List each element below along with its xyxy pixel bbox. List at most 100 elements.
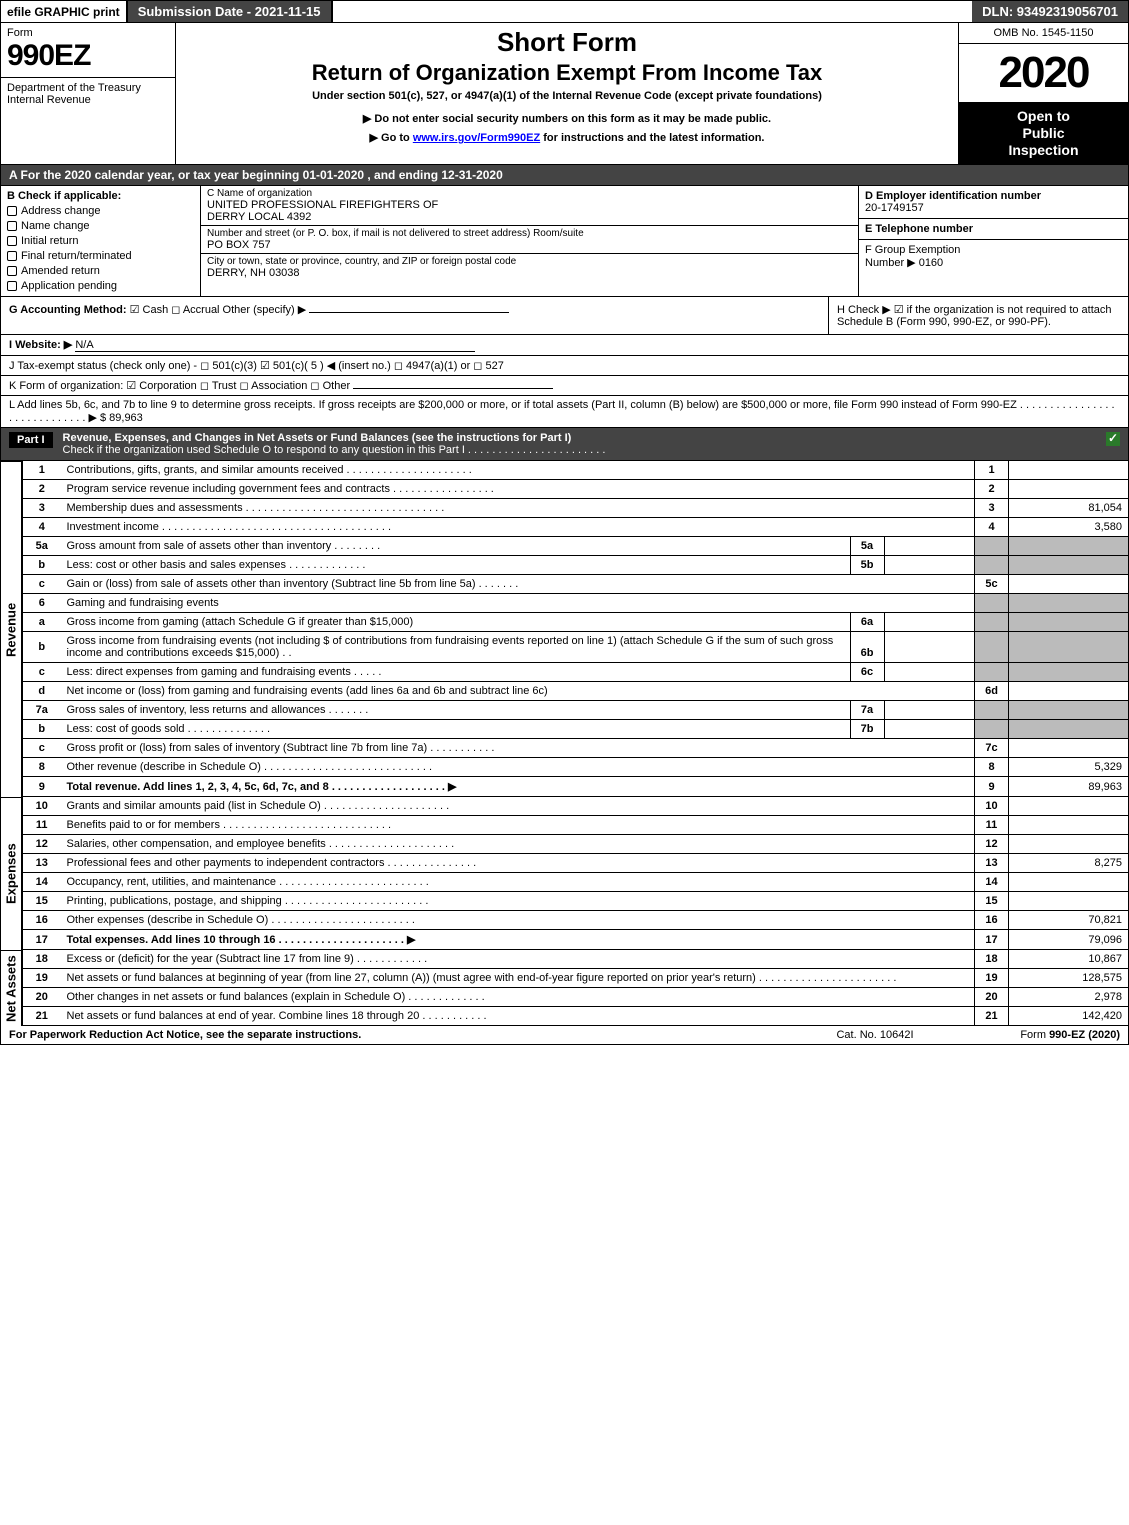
line-6d: dNet income or (loss) from gaming and fu…: [23, 682, 1129, 701]
city-value: DERRY, NH 03038: [207, 267, 852, 279]
amount: 79,096: [1009, 930, 1129, 950]
goto-line: ▶ Go to www.irs.gov/Form990EZ for instru…: [188, 131, 946, 144]
desc: Net income or (loss) from gaming and fun…: [61, 682, 975, 701]
revenue-tab: Revenue: [0, 461, 22, 797]
b-label: B Check if applicable:: [7, 190, 194, 202]
desc-wrap: Gross income from gaming (attach Schedul…: [61, 613, 975, 632]
line-14: 14Occupancy, rent, utilities, and mainte…: [23, 873, 1129, 892]
form-of-org-row: K Form of organization: ☑ Corporation ◻ …: [0, 376, 1129, 396]
under-section: Under section 501(c), 527, or 4947(a)(1)…: [188, 90, 946, 102]
amount: 70,821: [1009, 911, 1129, 930]
amount-shade: [1009, 632, 1129, 663]
efile-label[interactable]: efile GRAPHIC print: [1, 3, 126, 21]
lineno: b: [23, 720, 61, 739]
omb-number: OMB No. 1545-1150: [959, 23, 1128, 44]
inner-val: [884, 556, 974, 574]
amount: [1009, 480, 1129, 499]
numbox: 6d: [975, 682, 1009, 701]
line-13: 13Professional fees and other payments t…: [23, 854, 1129, 873]
tax-exempt-row: J Tax-exempt status (check only one) - ◻…: [0, 356, 1129, 376]
footer-mid: Cat. No. 10642I: [800, 1029, 950, 1041]
desc: Gross income from gaming (attach Schedul…: [61, 613, 851, 631]
line-6a: a Gross income from gaming (attach Sched…: [23, 613, 1129, 632]
line-5a: 5a Gross amount from sale of assets othe…: [23, 537, 1129, 556]
line-15: 15Printing, publications, postage, and s…: [23, 892, 1129, 911]
desc-wrap: Gross sales of inventory, less returns a…: [61, 701, 975, 720]
amount: [1009, 797, 1129, 816]
desc: Salaries, other compensation, and employ…: [61, 835, 975, 854]
numbox: 14: [975, 873, 1009, 892]
numbox: 20: [975, 988, 1009, 1007]
check-if-applicable: B Check if applicable: Address change Na…: [1, 186, 201, 296]
checkbox-icon[interactable]: [7, 281, 17, 291]
desc: Occupancy, rent, utilities, and maintena…: [61, 873, 975, 892]
lineno: 6: [23, 594, 61, 613]
lineno: b: [23, 632, 61, 663]
inner-val: [884, 663, 974, 681]
amount-shade: [1009, 663, 1129, 682]
line-7c: cGross profit or (loss) from sales of in…: [23, 739, 1129, 758]
amount: 2,978: [1009, 988, 1129, 1007]
k-other-field[interactable]: [353, 388, 553, 389]
revenue-section: Revenue 1Contributions, gifts, grants, a…: [0, 461, 1129, 797]
lineno: 2: [23, 480, 61, 499]
i-label: I Website: ▶: [9, 339, 72, 351]
lineno: 3: [23, 499, 61, 518]
numbox-shade: [975, 556, 1009, 575]
numbox: 4: [975, 518, 1009, 537]
checkbox-icon[interactable]: [7, 221, 17, 231]
period-bar: A For the 2020 calendar year, or tax yea…: [0, 165, 1129, 186]
desc: Gross amount from sale of assets other t…: [61, 537, 851, 555]
chk-address-change[interactable]: Address change: [7, 205, 194, 217]
checkbox-icon[interactable]: [7, 251, 17, 261]
chk-amended-return[interactable]: Amended return: [7, 265, 194, 277]
desc: Other changes in net assets or fund bala…: [61, 988, 975, 1007]
part1-header: Part I Revenue, Expenses, and Changes in…: [0, 428, 1129, 461]
checkbox-icon[interactable]: [7, 236, 17, 246]
desc: Gain or (loss) from sale of assets other…: [61, 575, 975, 594]
goto-suffix: for instructions and the latest informat…: [540, 132, 764, 144]
j-text: J Tax-exempt status (check only one) - ◻…: [9, 360, 504, 372]
line-7a: 7a Gross sales of inventory, less return…: [23, 701, 1129, 720]
chk-final-return[interactable]: Final return/terminated: [7, 250, 194, 262]
numbox: 9: [975, 777, 1009, 797]
h-text: H Check ▶ ☑ if the organization is not r…: [837, 304, 1112, 328]
desc: Less: cost of goods sold . . . . . . . .…: [61, 720, 851, 738]
amount: 3,580: [1009, 518, 1129, 537]
lineno: 18: [23, 950, 61, 969]
footer-left: For Paperwork Reduction Act Notice, see …: [9, 1029, 800, 1041]
ssn-notice: ▶ Do not enter social security numbers o…: [188, 112, 946, 125]
entity-block: B Check if applicable: Address change Na…: [0, 186, 1129, 297]
amount: 89,963: [1009, 777, 1129, 797]
desc-wrap: Gross amount from sale of assets other t…: [61, 537, 975, 556]
footer-right: Form 990-EZ (2020): [950, 1029, 1120, 1041]
numbox-shade: [975, 720, 1009, 739]
desc: Net assets or fund balances at end of ye…: [61, 1007, 975, 1026]
part1-checkbox-icon[interactable]: [1106, 432, 1120, 446]
lineno: 10: [23, 797, 61, 816]
chk-application-pending[interactable]: Application pending: [7, 280, 194, 292]
desc: Investment income . . . . . . . . . . . …: [61, 518, 975, 537]
numbox: 11: [975, 816, 1009, 835]
goto-link[interactable]: www.irs.gov/Form990EZ: [413, 132, 540, 144]
lineno: 11: [23, 816, 61, 835]
desc: Total revenue. Add lines 1, 2, 3, 4, 5c,…: [61, 777, 975, 797]
lineno: 13: [23, 854, 61, 873]
checkbox-icon[interactable]: [7, 266, 17, 276]
chk-initial-return[interactable]: Initial return: [7, 235, 194, 247]
submission-date: Submission Date - 2021-11-15: [126, 1, 333, 22]
g-other-field[interactable]: [309, 312, 509, 313]
footer: For Paperwork Reduction Act Notice, see …: [0, 1026, 1129, 1045]
lineno: 21: [23, 1007, 61, 1026]
amount: [1009, 461, 1129, 480]
desc: Other expenses (describe in Schedule O) …: [61, 911, 975, 930]
e-label: E Telephone number: [865, 223, 1122, 235]
numbox: 2: [975, 480, 1009, 499]
inner-val: [884, 701, 974, 719]
checkbox-icon[interactable]: [7, 206, 17, 216]
chk-name-change[interactable]: Name change: [7, 220, 194, 232]
amount: [1009, 873, 1129, 892]
desc: Gaming and fundraising events: [61, 594, 975, 613]
numbox-shade: [975, 594, 1009, 613]
street-row: Number and street (or P. O. box, if mail…: [201, 226, 858, 254]
